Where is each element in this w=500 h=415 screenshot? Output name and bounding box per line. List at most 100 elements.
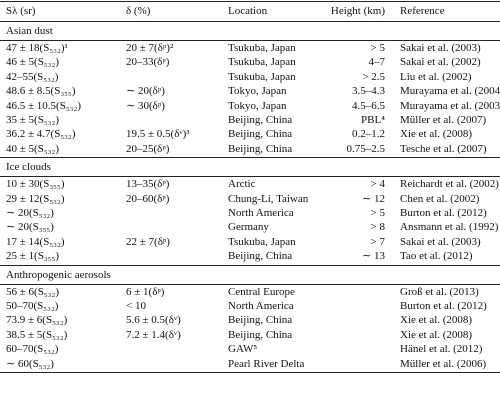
table-cell: ∼ 20(S₃₅₅) [6,221,54,234]
table-cell: 7.2 ± 1.4(δᵛ) [126,328,181,341]
table-cell: < 10 [126,300,146,312]
table-cell: Tsukuba, Japan [228,42,296,54]
table-cell: Tsukuba, Japan [228,56,296,69]
table-cell: > 2.5 [362,70,385,83]
table-cell: 38.5 ± 5(S₅₃₂) [6,328,68,341]
table-cell: > 7 [370,235,385,248]
table-cell: Tsukuba, Japan [228,70,296,83]
table-cell: Sakai et al. (2002) [400,56,481,69]
table-cell: 29 ± 12(S₅₃₂) [6,192,65,205]
table-cell: Tsukuba, Japan [228,235,296,248]
table-cell: 20 ± 7(δᵖ)² [126,42,174,54]
table-cell: Müller et al. (2007) [400,114,487,126]
table-cell: ∼ 30(δᵖ) [126,99,165,112]
table-cell: 17 ± 14(S₅₃₂) [6,235,65,248]
table-cell: Beijing, China [228,128,293,141]
table-cell: 19.5 ± 0.5(δᵛ)³ [126,128,190,141]
table-cell: Sakai et al. (2003) [400,235,481,248]
rule [0,40,500,41]
table-cell: 3.5–4.3 [352,85,385,98]
table-cell: Reichardt et al. (2002) [400,178,499,191]
rule [0,21,500,22]
rule [0,1,500,2]
table-cell: 25 ± 1(S₃₅₅) [6,250,59,263]
table-cell: Liu et al. (2002) [400,70,472,83]
rule [0,283,500,285]
header-cell: Height (km) [330,5,385,17]
table-cell: 20–25(δᵖ) [126,142,170,155]
table-cell: Tesche et al. (2007) [400,142,487,155]
table-cell: ∼ 13 [362,250,385,263]
rule [0,372,500,373]
table-cell: Groß et al. (2013) [400,285,479,298]
table-cell: Beijing, China [228,250,293,263]
table-cell: 4.5–6.5 [352,99,385,112]
table-cell: 42–55(S₅₃₂) [6,70,59,83]
table-cell: ∼ 60(S₅₃₂) [6,357,54,370]
table-cell: > 5 [370,207,385,219]
table-cell: 48.6 ± 8.5(S₃₅₅) [6,85,76,98]
table-cell: Müller et al. (2006) [400,357,487,370]
table-cell: 0.75–2.5 [346,142,386,155]
table-cell: North America [228,207,294,219]
table-cell: > 5 [370,42,385,54]
table-cell: 13–35(δᵖ) [126,178,170,191]
table-cell: 4–7 [368,56,386,69]
table-cell: > 8 [370,221,385,234]
table-cell: Tokyo, Japan [228,85,287,98]
table-cell: Pearl River Delta [228,357,305,370]
table-cell: PBL⁴ [360,114,385,126]
rule [0,176,500,178]
table-cell: Murayama et al. (2003) [400,99,500,112]
table-cell: 46 ± 5(S₅₃₂) [6,56,59,69]
table-cell: 60–70(S₅₃₂) [6,343,59,356]
table-cell: > 4 [370,178,385,191]
header-cell: Sλ (sr) [6,5,36,17]
table-cell: 20–33(δᵖ) [126,56,170,69]
table-cell: 47 ± 18(S₅₃₂)¹ [6,42,68,54]
table-cell: Beijing, China [228,314,293,327]
table-cell: Hänel et al. (2012) [400,343,483,356]
table-cell: ∼ 12 [362,192,385,205]
table-cell: 20–60(δᵖ) [126,192,170,205]
table-cell: 40 ± 5(S₅₃₂) [6,142,59,155]
table-cell: GAW⁵ [228,343,258,356]
table-cell: Burton et al. (2012) [400,207,487,219]
table-cell: Burton et al. (2012) [400,300,487,312]
table-cell: ∼ 20(S₅₃₂) [6,207,54,219]
header-cell: Location [228,5,268,17]
table-cell: Ansmann et al. (1992) [400,221,499,234]
table-cell: 10 ± 30(S₃₅₅) [6,178,65,191]
section-title: Anthropogenic aerosols [6,268,111,281]
rule [0,157,500,159]
table-cell: 22 ± 7(δᵖ) [126,235,170,248]
table-cell: 0.2–1.2 [352,128,385,141]
table-cell: Murayama et al. (2004) [400,85,500,98]
header-cell: δ (%) [126,5,151,17]
table-cell: Tokyo, Japan [228,99,287,112]
table-cell: 56 ± 6(S₅₃₂) [6,285,59,298]
table-cell: Beijing, China [228,328,293,341]
table-cell: 50–70(S₅₃₂) [6,300,59,312]
table-cell: Sakai et al. (2003) [400,42,481,54]
table-cell: Chung-Li, Taiwan [228,192,309,205]
table-cell: Central Europe [228,285,295,298]
header-cell: Reference [400,5,445,17]
table-cell: 5.6 ± 0.5(δᵛ) [126,314,181,327]
table-cell: Tao et al. (2012) [400,250,473,263]
table-cell: Chen et al. (2002) [400,192,480,205]
table-cell: 35 ± 5(S₅₃₂) [6,114,59,126]
table-cell: Arctic [228,178,256,191]
table-cell: Xie et al. (2008) [400,314,473,327]
table-cell: Xie et al. (2008) [400,128,473,141]
table-cell: 73.9 ± 6(S₅₃₂) [6,314,68,327]
rule [0,264,500,266]
section-title: Ice clouds [6,161,51,174]
table-cell: Germany [228,221,269,234]
table-cell: Beijing, China [228,114,293,126]
section-title: Asian dust [6,25,53,37]
table-cell: Beijing, China [228,142,293,155]
table-cell: 6 ± 1(δᵖ) [126,285,165,298]
table-cell: ∼ 20(δᵖ) [126,85,165,98]
